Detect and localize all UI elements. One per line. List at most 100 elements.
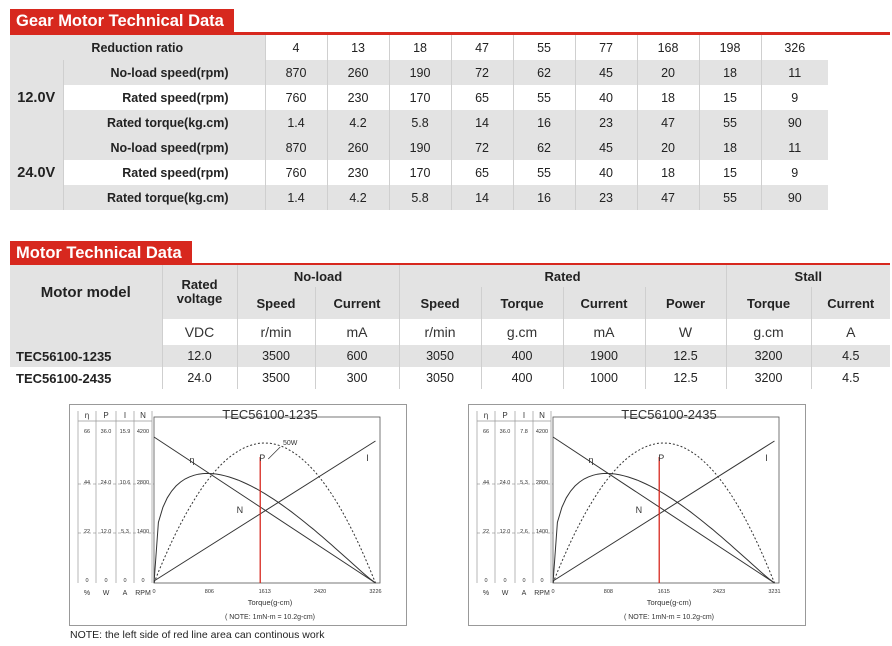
speed-label: N: [237, 505, 244, 515]
scale-value: 12.0: [500, 529, 511, 535]
value-cell: 3050: [399, 367, 482, 389]
scale-value: 44: [483, 480, 489, 486]
scale-value: 0: [85, 578, 88, 584]
scale-value: 22: [84, 529, 90, 535]
ratio-cell: 55: [513, 35, 576, 60]
value-cell: 870: [265, 60, 328, 85]
row-label: No-load speed(rpm): [63, 135, 266, 160]
performance-chart-2435: η P I N 66 36.0 7.8 4200 44 24.0 5.3 2800 22 12.0 2.6 1…: [468, 404, 806, 626]
chart-title: TEC56100-1235: [222, 407, 317, 422]
gear-section-rule: [10, 32, 890, 35]
value-cell: 18: [699, 60, 762, 85]
value-cell: 47: [637, 110, 700, 135]
ratio-cell: 4: [265, 35, 328, 60]
scale-value: 36.0: [500, 429, 511, 435]
x-tick-label: 806: [205, 589, 214, 595]
value-cell: 40: [575, 85, 638, 110]
value-cell: 12.5: [645, 367, 727, 389]
value-cell: 55: [699, 185, 762, 210]
rated-power-header: Power: [645, 287, 727, 319]
x-tick-label: 3226: [369, 589, 381, 595]
value-cell: 15: [699, 160, 762, 185]
row-label: Rated speed(rpm): [63, 85, 266, 110]
scale-column-head: N: [140, 411, 146, 420]
unit-spacer: [10, 319, 163, 345]
value-cell: 16: [513, 185, 576, 210]
value-cell: 72: [451, 60, 514, 85]
axis-unit-label: W: [103, 590, 110, 597]
efficiency-curve: [153, 472, 376, 584]
axis-unit-label: A: [123, 590, 128, 597]
x-tick-label: 0: [551, 589, 554, 595]
scale-value: 7.8: [520, 429, 528, 435]
axis-unit-label: %: [84, 590, 90, 597]
scale-value: 4200: [536, 429, 548, 435]
unit-note: ( NOTE: 1mN-m = 10.2g-cm): [624, 614, 714, 621]
scale-value: 5.3: [121, 529, 129, 535]
scale-value: 12.0: [101, 529, 112, 535]
value-cell: 300: [315, 367, 400, 389]
axis-unit-label: RPM: [534, 590, 550, 597]
rated-current-header: Current: [563, 287, 646, 319]
scale-column-head: η: [484, 411, 488, 420]
ratio-cell: 198: [699, 35, 762, 60]
scale-value: 15.9: [120, 429, 131, 435]
motor-technical-table: Motor model Rated voltage No-load Rated …: [10, 265, 891, 389]
speed-curve: [552, 436, 775, 584]
unit-cell: mA: [315, 319, 400, 345]
value-cell: 870: [265, 135, 328, 160]
scale-value: 4200: [137, 429, 149, 435]
plot-frame: [552, 416, 780, 584]
value-cell: 72: [451, 135, 514, 160]
value-cell: 3200: [726, 345, 812, 367]
value-cell: 400: [481, 367, 564, 389]
scale-value: 0: [141, 578, 144, 584]
scale-value: 1400: [536, 529, 548, 535]
table-row: TEC56100-2435 24.0 3500 300 3050 400 1000 12.5 3…: [10, 367, 890, 389]
x-tick-label: 3231: [768, 589, 780, 595]
value-cell: 65: [451, 160, 514, 185]
gear-section-title: Gear Motor Technical Data: [10, 9, 234, 33]
peak-pointer: [267, 446, 281, 460]
value-cell: 600: [315, 345, 400, 367]
value-cell: 18: [637, 85, 700, 110]
value-cell: 24.0: [162, 367, 238, 389]
value-cell: 5.8: [389, 110, 452, 135]
scale-value: 0: [123, 578, 126, 584]
current-curve: [552, 440, 775, 582]
value-cell: 260: [327, 135, 390, 160]
scale-column-head: P: [103, 411, 108, 420]
value-cell: 11: [761, 60, 829, 85]
current-label: I: [366, 453, 369, 463]
value-cell: 12.0: [162, 345, 238, 367]
value-cell: 1.4: [265, 110, 328, 135]
table-row: Rated torque(kg.cm) 1.4 4.2 5.8 14 16 23 47 55 90: [10, 110, 829, 135]
scale-value: 5.3: [520, 480, 528, 486]
scale-value: 0: [522, 578, 525, 584]
x-tick-label: 808: [604, 589, 613, 595]
motor-section-title: Motor Technical Data: [10, 241, 192, 265]
value-cell: 55: [513, 160, 576, 185]
x-tick-label: 2420: [314, 589, 326, 595]
value-cell: 760: [265, 160, 328, 185]
stall-torque-header: Torque: [726, 287, 812, 319]
value-cell: 1900: [563, 345, 646, 367]
unit-cell: g.cm: [481, 319, 564, 345]
voltage-label: 12.0V: [10, 60, 64, 135]
ratio-cell: 326: [784, 40, 806, 55]
axis-unit-label: A: [522, 590, 527, 597]
axis-unit-label: %: [483, 590, 489, 597]
chart-title: TEC56100-2435: [621, 407, 716, 422]
power-curve: [153, 442, 376, 584]
motor-model-cell: TEC56100-1235: [10, 345, 163, 367]
ratio-cell: 77: [575, 35, 638, 60]
row-label: Rated speed(rpm): [63, 160, 266, 185]
unit-cell: g.cm: [726, 319, 812, 345]
current-curve: [153, 440, 376, 582]
unit-cell: r/min: [237, 319, 316, 345]
value-cell: 4.2: [327, 185, 390, 210]
value-cell: 3200: [726, 367, 812, 389]
value-cell: 230: [327, 160, 390, 185]
bottom-note: NOTE: the left side of red line area can…: [70, 629, 325, 641]
unit-cell: r/min: [399, 319, 482, 345]
